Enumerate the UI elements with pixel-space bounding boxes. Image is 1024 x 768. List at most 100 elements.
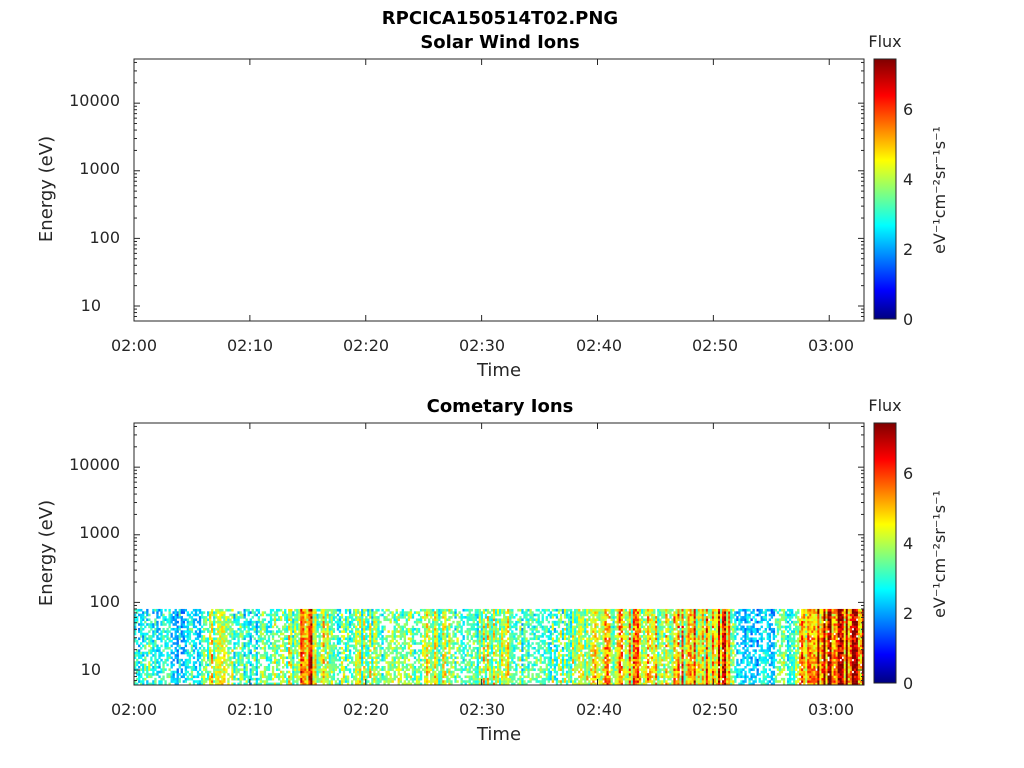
heatmap-cell — [235, 646, 238, 650]
heatmap-cell — [521, 611, 524, 614]
heatmap-cell — [454, 661, 457, 664]
heatmap-cell — [499, 665, 502, 669]
heatmap-cell — [346, 654, 350, 657]
heatmap-cell — [501, 649, 504, 652]
heatmap-cell — [580, 623, 583, 626]
heatmap-cell — [192, 649, 196, 652]
heatmap-cell — [178, 658, 181, 662]
heatmap-cell — [162, 661, 165, 664]
heatmap-cell — [314, 623, 317, 626]
heatmap-cell — [215, 668, 218, 671]
heatmap-cell — [219, 623, 222, 626]
heatmap-cell — [549, 646, 553, 650]
heatmap-cell — [225, 608, 228, 612]
colorbar: Flux 0 2 4 6 eV⁻¹cm⁻²sr⁻¹s⁻¹ — [868, 32, 949, 329]
heatmap-cell — [221, 608, 224, 612]
heatmap-cell — [182, 618, 185, 622]
heatmap-cell — [567, 677, 571, 681]
heatmap-cell — [184, 642, 188, 645]
heatmap-cell — [365, 658, 368, 662]
heatmap-cell — [318, 608, 321, 612]
heatmap-cell — [336, 618, 340, 622]
heatmap-cell — [569, 613, 573, 617]
heatmap-cell — [580, 654, 583, 657]
heatmap-cell — [507, 616, 510, 619]
heatmap-cell — [385, 677, 388, 681]
heatmap-cell — [373, 668, 376, 671]
heatmap-cell — [213, 632, 216, 636]
heatmap-cell — [490, 673, 494, 676]
heatmap-cell — [312, 682, 315, 685]
heatmap-cell — [361, 649, 364, 652]
heatmap-cell — [462, 620, 465, 624]
heatmap-cell — [423, 668, 427, 671]
heatmap-cell — [442, 658, 445, 662]
heatmap-cell — [184, 680, 188, 683]
heatmap-cell — [403, 656, 407, 660]
heatmap-cell — [239, 673, 242, 676]
heatmap-cell — [438, 632, 441, 636]
heatmap-cell — [324, 608, 327, 612]
heatmap-cell — [490, 637, 494, 641]
heatmap-cell — [142, 682, 145, 685]
heatmap-cell — [559, 635, 563, 638]
heatmap-cell — [275, 682, 279, 685]
heatmap-cell — [355, 644, 358, 648]
heatmap-cell — [397, 670, 400, 674]
heatmap-cell — [369, 682, 372, 685]
heatmap-cell — [413, 673, 417, 676]
heatmap-cell — [336, 665, 340, 669]
heatmap-cell — [361, 642, 364, 645]
heatmap-cell — [511, 611, 514, 614]
heatmap-cell — [501, 644, 504, 648]
heatmap-cell — [572, 654, 575, 657]
heatmap-cell — [326, 670, 329, 674]
heatmap-cell — [442, 668, 445, 671]
heatmap-cell — [176, 649, 179, 652]
heatmap-cell — [316, 663, 319, 667]
heatmap-cell — [231, 677, 234, 681]
heatmap-cell — [192, 625, 196, 629]
heatmap-cell — [525, 675, 528, 679]
heatmap-cell — [492, 668, 496, 671]
heatmap-cell — [350, 637, 354, 641]
heatmap-cell — [401, 665, 404, 669]
heatmap-cell — [176, 658, 179, 662]
heatmap-cell — [138, 665, 141, 669]
heatmap-cell — [466, 651, 469, 655]
heatmap-cell — [549, 665, 553, 669]
heatmap-cell — [134, 682, 137, 685]
heatmap-cell — [227, 663, 230, 667]
heatmap-cell — [565, 670, 569, 674]
heatmap-cell — [308, 608, 311, 612]
heatmap-cell — [373, 613, 376, 617]
heatmap-cell — [470, 623, 473, 626]
heatmap-cell — [361, 630, 364, 633]
heatmap-cell — [460, 625, 463, 629]
heatmap-cell — [229, 658, 232, 662]
heatmap-cell — [255, 608, 258, 612]
heatmap-cell — [430, 625, 433, 629]
heatmap-cell — [259, 623, 263, 626]
heatmap-cell — [300, 616, 303, 619]
heatmap-cell — [393, 673, 396, 676]
heatmap-cell — [300, 620, 303, 624]
heatmap-cell — [269, 623, 273, 626]
heatmap-cell — [541, 618, 544, 622]
heatmap-cell — [557, 644, 561, 648]
heatmap-cell — [521, 646, 524, 650]
heatmap-cell — [503, 618, 506, 622]
heatmap-cell — [448, 627, 451, 631]
heatmap-cell — [152, 630, 155, 633]
heatmap-cell — [515, 613, 518, 617]
heatmap-cell — [273, 613, 277, 617]
heatmap-cell — [541, 680, 544, 683]
heatmap-cell — [563, 642, 567, 645]
heatmap-cell — [385, 639, 388, 643]
heatmap-cell — [342, 675, 346, 679]
heatmap-cell — [160, 682, 163, 685]
heatmap-cell — [284, 611, 287, 614]
heatmap-cell — [186, 637, 190, 641]
heatmap-cell — [178, 608, 181, 612]
heatmap-cell — [507, 620, 510, 624]
